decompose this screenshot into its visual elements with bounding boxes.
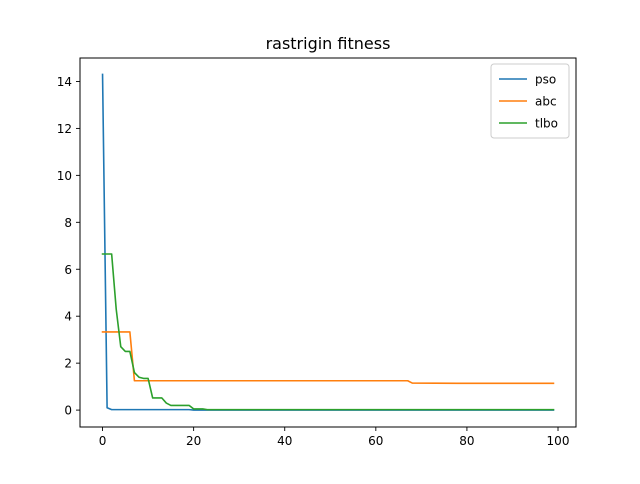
legend-label-tlbo: tlbo	[535, 117, 558, 131]
x-tick-label: 40	[277, 434, 292, 448]
plot-frame	[79, 57, 577, 428]
legend-box	[490, 63, 570, 139]
y-tick-label: 10	[57, 169, 72, 183]
x-axis: 0 20 40 60 80 100	[99, 427, 570, 448]
legend-label-pso: pso	[535, 73, 556, 87]
series-line-pso	[101, 73, 555, 411]
x-tick-label: 0	[99, 434, 107, 448]
x-tick-label: 60	[368, 434, 383, 448]
y-tick-label: 8	[64, 216, 72, 230]
x-tick-label: 20	[186, 434, 201, 448]
series-line-abc	[101, 331, 555, 385]
chart-title: rastrigin fitness	[266, 34, 391, 53]
y-tick-label: 12	[57, 122, 72, 136]
y-axis: 0 2 4 6 8 10 12 14	[57, 75, 80, 418]
series-layer	[101, 73, 555, 411]
y-tick-label: 14	[57, 75, 72, 89]
y-tick-label: 4	[64, 310, 72, 324]
series-line-tlbo	[101, 253, 555, 411]
x-tick-label: 100	[547, 434, 570, 448]
y-tick-label: 6	[64, 263, 72, 277]
legend: pso abc tlbo	[490, 63, 570, 139]
y-tick-label: 0	[64, 404, 72, 418]
y-tick-label: 2	[64, 357, 72, 371]
x-tick-label: 80	[459, 434, 474, 448]
legend-label-abc: abc	[535, 95, 557, 109]
